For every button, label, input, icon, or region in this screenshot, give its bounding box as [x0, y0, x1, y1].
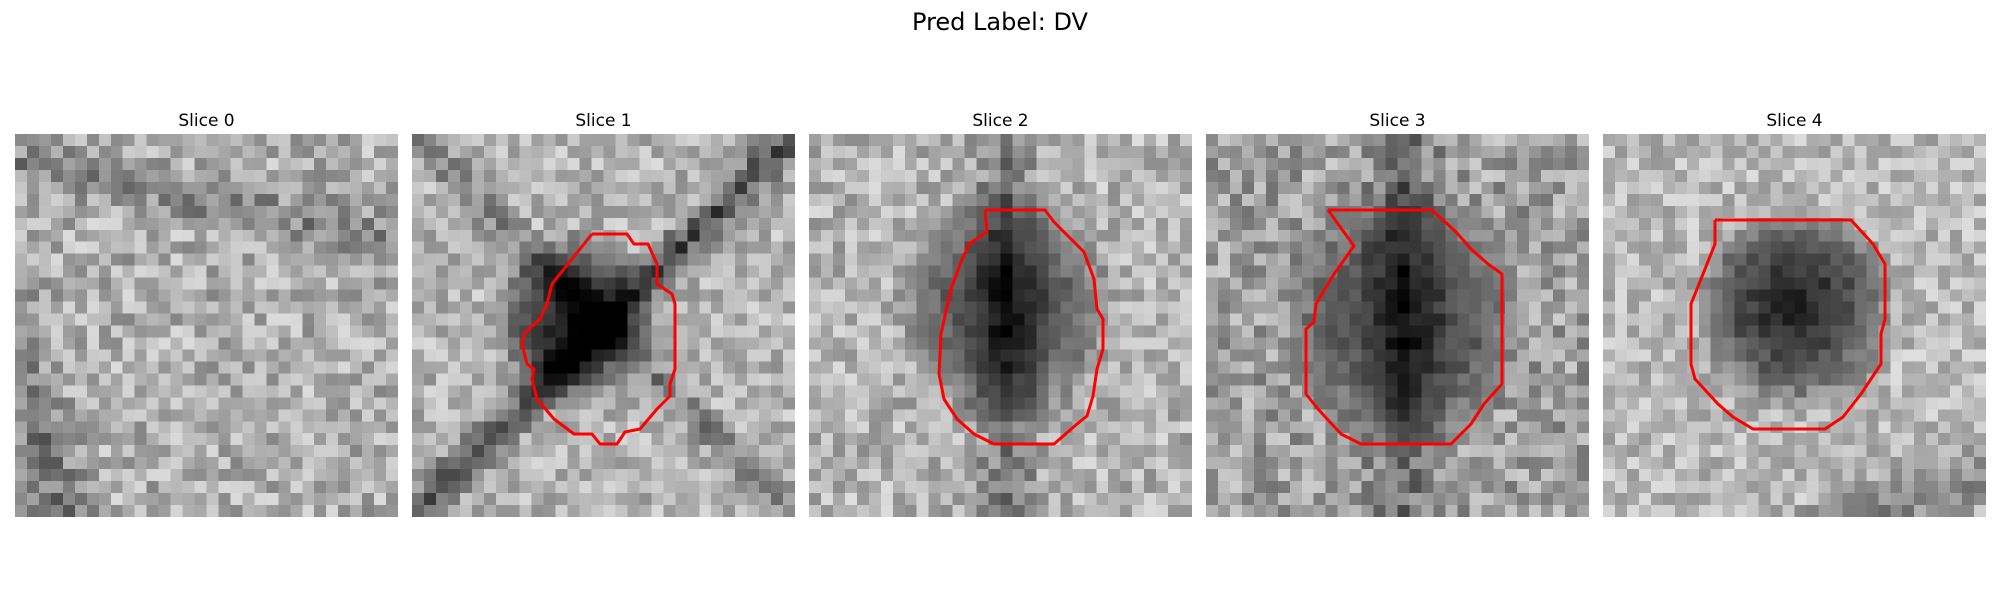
- roi-contour: [1689, 218, 1887, 431]
- slice-title: Slice 4: [1766, 111, 1823, 131]
- slice-panel-2: Slice 2: [809, 108, 1192, 517]
- slice-raster: [1603, 134, 1986, 517]
- slice-raster: [412, 134, 795, 517]
- figure-title: Pred Label: DV: [912, 8, 1088, 36]
- slice-contour: [1304, 208, 1504, 446]
- slice-title: Slice 2: [972, 111, 1029, 131]
- slice-title: Slice 3: [1369, 111, 1426, 131]
- slice-panel-4: Slice 4: [1603, 108, 1986, 517]
- slice-image: [809, 134, 1192, 517]
- roi-contour: [520, 232, 677, 446]
- slice-raster: [1206, 134, 1589, 517]
- slice-image: [1603, 134, 1986, 517]
- slice-title: Slice 1: [575, 111, 632, 131]
- slice-panel-0: Slice 0: [15, 108, 398, 517]
- roi-contour: [1304, 208, 1504, 446]
- slice-panel-1: Slice 1: [412, 108, 795, 517]
- slice-image: [1206, 134, 1589, 517]
- slice-title: Slice 0: [178, 111, 235, 131]
- slice-raster: [15, 134, 398, 517]
- slice-contour: [520, 232, 677, 446]
- slice-contour: [937, 208, 1105, 446]
- roi-contour: [937, 208, 1105, 446]
- slice-image: [412, 134, 795, 517]
- slice-raster: [809, 134, 1192, 517]
- slice-image: [15, 134, 398, 517]
- slice-panel-3: Slice 3: [1206, 108, 1589, 517]
- slice-contour: [1689, 218, 1887, 431]
